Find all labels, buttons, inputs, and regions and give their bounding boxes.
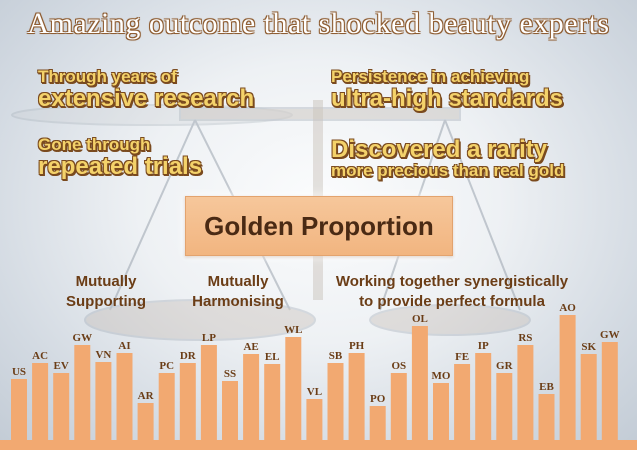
- bar-po-17: [369, 406, 386, 440]
- bar-label-sk-27: SK: [581, 341, 596, 353]
- bar-label-mo-20: MO: [432, 370, 451, 382]
- bar-label-sb-15: SB: [329, 350, 343, 362]
- bar-os-18: [390, 373, 407, 440]
- bar-ip-22: [475, 353, 492, 440]
- bar-vl-14: [306, 399, 323, 440]
- bar-rs-24: [517, 345, 534, 440]
- bar-gw-3: [74, 345, 91, 440]
- mutually-harmonising-line1: Mutually: [207, 273, 269, 290]
- bar-label-gw-3: GW: [73, 332, 93, 344]
- synergy-line1: Working together synergistically: [335, 273, 569, 290]
- bar-label-lp-9: LP: [202, 332, 216, 344]
- bar-label-rs-24: RS: [518, 332, 532, 344]
- bar-ph-16: [348, 353, 365, 440]
- bar-eb-25: [538, 394, 555, 440]
- bar-label-ol-19: OL: [412, 313, 428, 325]
- bar-label-po-17: PO: [370, 393, 386, 405]
- bar-label-dr-8: DR: [180, 350, 197, 362]
- bar-us-0: [11, 379, 27, 440]
- bar-mo-20: [433, 383, 449, 440]
- bar-ss-10: [222, 381, 238, 440]
- bar-ao-26: [559, 315, 576, 440]
- bar-lp-9: [200, 345, 217, 440]
- bar-ac-1: [32, 363, 49, 440]
- bar-ar-6: [137, 403, 154, 440]
- bar-ev-2: [53, 373, 70, 440]
- bar-wl-13: [285, 337, 302, 440]
- page-title: Amazing outcome that shocked beauty expe…: [27, 7, 610, 40]
- bar-label-pc-7: PC: [159, 360, 174, 372]
- mutually-supporting-line1: Mutually: [75, 273, 137, 290]
- left-bottom-headline: Gone through repeated trials: [38, 136, 202, 179]
- bar-label-ss-10: SS: [224, 368, 236, 380]
- right-top-headline: Persistence in achieving ultra-high stan…: [331, 68, 563, 111]
- bar-label-fe-21: FE: [455, 351, 469, 363]
- bar-el-12: [264, 364, 281, 440]
- mutually-harmonising-line2: Harmonising: [192, 292, 284, 310]
- bar-label-os-18: OS: [391, 360, 406, 372]
- left-top-line2: extensive research: [38, 84, 255, 112]
- bar-vn-4: [95, 362, 112, 440]
- bar-ol-19: [411, 326, 428, 440]
- bar-sk-27: [580, 354, 597, 440]
- bar-ae-11: [243, 354, 260, 440]
- bar-label-us-0: US: [12, 366, 26, 378]
- left-bottom-line2: repeated trials: [38, 152, 203, 180]
- right-bottom-headline: Discovered a rarity more precious than r…: [331, 137, 564, 180]
- right-bottom-line2: more precious than real gold: [331, 161, 565, 181]
- right-bottom-line1: Discovered a rarity: [331, 136, 548, 163]
- bar-gw-28: [601, 342, 618, 440]
- bar-label-ac-1: AC: [32, 350, 48, 362]
- mutually-harmonising-label: Mutually Harmonising: [180, 272, 296, 311]
- bar-label-vl-14: VL: [307, 386, 322, 398]
- bar-label-ip-22: IP: [478, 340, 489, 352]
- synergy-line2: to provide perfect formula: [359, 292, 545, 310]
- bar-gr-23: [496, 373, 513, 440]
- bar-label-ao-26: AO: [559, 302, 576, 314]
- left-top-headline: Through years of extensive research: [38, 68, 254, 111]
- bar-pc-7: [158, 373, 175, 440]
- bar-label-ar-6: AR: [138, 390, 155, 402]
- bar-label-wl-13: WL: [284, 324, 302, 336]
- synergy-label: Working together synergistically to prov…: [312, 272, 592, 311]
- golden-proportion-box: Golden Proportion: [185, 196, 453, 256]
- bar-label-ae-11: AE: [243, 341, 258, 353]
- left-top-line1: Through years of: [38, 67, 177, 86]
- bar-baseline: [0, 440, 637, 450]
- bar-fe-21: [454, 364, 471, 440]
- bar-label-gr-23: GR: [496, 360, 514, 372]
- bar-label-vn-4: VN: [95, 349, 111, 361]
- bar-label-ph-16: PH: [349, 340, 365, 352]
- bar-ai-5: [116, 353, 133, 440]
- bar-sb-15: [327, 363, 344, 440]
- bar-dr-8: [179, 363, 196, 440]
- bar-label-ai-5: AI: [118, 340, 130, 352]
- left-bottom-line1: Gone through: [38, 135, 151, 154]
- bar-label-gw-28: GW: [600, 329, 620, 341]
- bar-label-el-12: EL: [265, 351, 280, 363]
- bar-label-ev-2: EV: [54, 360, 69, 372]
- mutually-supporting-line2: Supporting: [66, 292, 146, 310]
- bar-label-eb-25: EB: [539, 381, 554, 393]
- right-top-line1: Persistence in achieving: [331, 67, 530, 86]
- mutually-supporting-label: Mutually Supporting: [48, 272, 164, 311]
- right-top-line2: ultra-high standards: [331, 84, 564, 112]
